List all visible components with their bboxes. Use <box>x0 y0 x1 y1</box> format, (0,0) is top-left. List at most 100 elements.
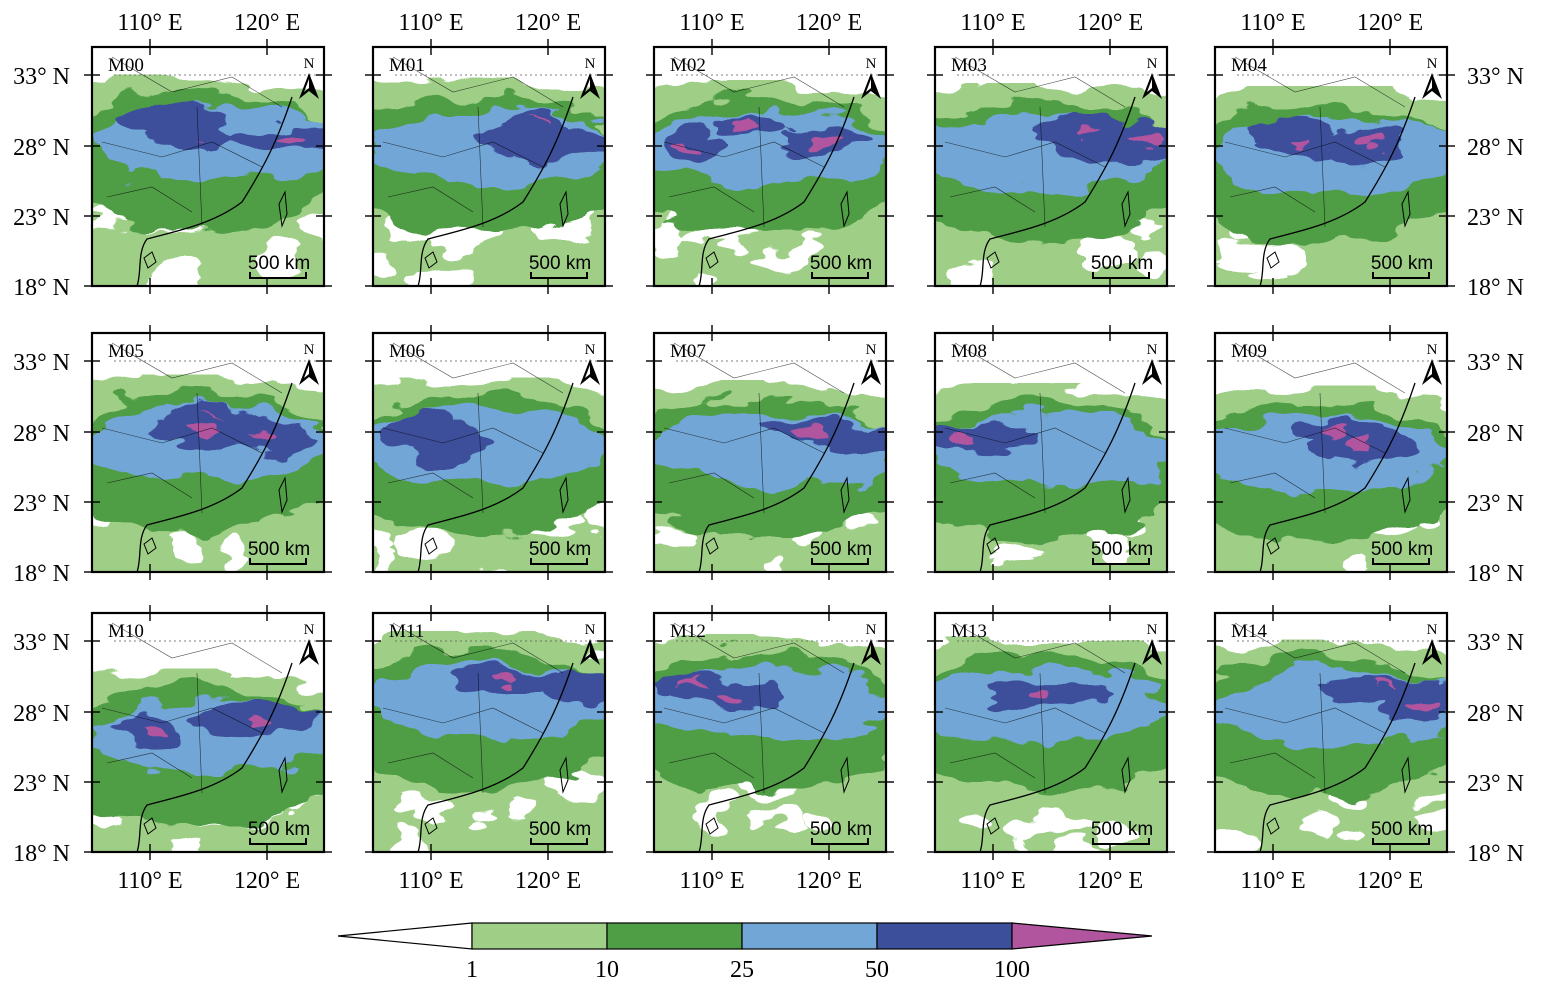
islands <box>705 190 850 269</box>
precip-field <box>1215 639 1447 852</box>
north-arrow-icon <box>861 73 881 99</box>
lon-label-top: 120° E <box>1357 10 1423 36</box>
scale-bar <box>1092 272 1150 279</box>
islands <box>986 190 1131 269</box>
scale-bar-label: 500 km <box>810 819 872 840</box>
coastline <box>698 96 855 286</box>
panel-frame <box>1213 331 1449 574</box>
lat-label-right: 23° N <box>1467 491 1524 517</box>
map-panel: M14 N 500 km 110° E 120° E 33° N 28° N 23° N 18°… <box>1207 605 1524 894</box>
map-panel: M13 N 500 km 110° E 120° E <box>927 605 1175 894</box>
scale-bar-label: 500 km <box>1091 539 1153 560</box>
islands <box>143 756 288 835</box>
member-label: M00 <box>108 55 144 76</box>
scale-bar-label: 500 km <box>1091 253 1153 274</box>
scale-bar <box>811 838 869 845</box>
north-arrow-icon <box>1142 639 1162 665</box>
north-arrow-icon <box>580 639 600 665</box>
lon-label-bottom: 110° E <box>1240 868 1305 894</box>
member-label: M10 <box>108 621 144 642</box>
north-arrow-icon <box>299 73 319 99</box>
panel-frame <box>1213 611 1449 854</box>
islands <box>1266 190 1411 269</box>
colorbar-tick-label: 1 <box>466 957 478 983</box>
member-label: M06 <box>389 341 425 362</box>
coastline <box>136 662 293 852</box>
panel-frame <box>90 331 326 574</box>
panel-frame <box>933 45 1169 288</box>
lon-label-top: 110° E <box>398 10 463 36</box>
province-borders <box>1224 56 1406 228</box>
islands <box>143 476 288 555</box>
lon-label-bottom: 120° E <box>515 868 581 894</box>
scale-bar-label: 500 km <box>529 539 591 560</box>
north-arrow-icon <box>1422 639 1442 665</box>
north-arrow-icon <box>861 639 881 665</box>
scale-bar-label: 500 km <box>810 253 872 274</box>
north-label: N <box>585 342 596 358</box>
lon-label-bottom: 120° E <box>1077 868 1143 894</box>
scale-bar-label: 500 km <box>248 819 310 840</box>
lon-label-bottom: 110° E <box>679 868 744 894</box>
lon-label-top: 110° E <box>1240 10 1305 36</box>
lon-label-top: 110° E <box>960 10 1025 36</box>
panel-frame <box>371 45 607 288</box>
province-borders <box>663 56 845 228</box>
scale-bar <box>530 838 588 845</box>
lat-label-left: 18° N <box>13 561 70 587</box>
scale-bar <box>249 838 307 845</box>
lon-label-top: 120° E <box>796 10 862 36</box>
lon-label-bottom: 120° E <box>796 868 862 894</box>
north-label: N <box>866 622 877 638</box>
lat-label-right: 23° N <box>1467 205 1524 231</box>
lon-label-top: 120° E <box>1077 10 1143 36</box>
north-label: N <box>1147 56 1158 72</box>
province-borders <box>101 56 283 228</box>
islands <box>1266 476 1411 555</box>
lon-label-top: 120° E <box>234 10 300 36</box>
coastline <box>979 96 1136 286</box>
member-label: M11 <box>389 621 424 642</box>
lat-label-right: 33° N <box>1467 64 1524 90</box>
north-arrow-icon <box>1142 359 1162 385</box>
member-label: M03 <box>951 55 987 76</box>
precip-field <box>1215 86 1447 286</box>
province-borders <box>663 622 845 794</box>
colorbar-segment <box>606 922 743 950</box>
province-borders <box>944 56 1126 228</box>
colorbar-segment <box>741 922 878 950</box>
north-label: N <box>1427 56 1438 72</box>
scale-bar <box>249 558 307 565</box>
lat-label-left: 23° N <box>13 771 70 797</box>
province-borders <box>944 622 1126 794</box>
lat-label-left: 33° N <box>13 630 70 656</box>
province-borders <box>382 342 564 514</box>
lat-label-left: 33° N <box>13 350 70 376</box>
islands <box>424 190 569 269</box>
islands <box>705 476 850 555</box>
province-borders <box>101 622 283 794</box>
scale-bar-label: 500 km <box>1371 819 1433 840</box>
precip-field <box>92 668 324 852</box>
scale-bar-label: 500 km <box>1371 539 1433 560</box>
coastline <box>979 382 1136 572</box>
coastline <box>698 662 855 852</box>
province-borders <box>1224 622 1406 794</box>
north-arrow-icon <box>1142 73 1162 99</box>
colorbar-extend-high <box>1011 922 1153 950</box>
panel-frame <box>652 331 888 574</box>
scale-bar-label: 500 km <box>529 253 591 274</box>
coastline <box>136 382 293 572</box>
north-arrow-icon <box>1422 359 1442 385</box>
member-label: M07 <box>670 341 706 362</box>
colorbar: 1 10 25 50 100 <box>337 922 1153 983</box>
member-label: M04 <box>1231 55 1267 76</box>
coastline <box>417 96 574 286</box>
colorbar-tick-label: 100 <box>994 957 1030 983</box>
colorbar-tick-label: 25 <box>730 957 754 983</box>
colorbar-segment <box>876 922 1013 950</box>
lat-label-left: 23° N <box>13 205 70 231</box>
islands <box>986 476 1131 555</box>
north-arrow-icon <box>580 73 600 99</box>
